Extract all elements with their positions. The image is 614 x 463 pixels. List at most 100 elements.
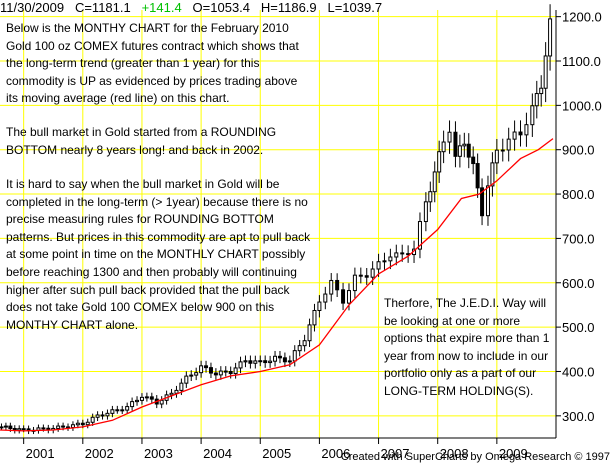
price-bar (70, 421, 75, 431)
x-tick-label: 2004 (203, 446, 232, 461)
price-bar (100, 411, 105, 420)
x-tick-label: 2002 (85, 446, 114, 461)
quote-header: 11/30/2009 C=1181.1 +141.4 O=1053.4 H=11… (0, 0, 382, 15)
x-tick-label: 2003 (144, 446, 173, 461)
price-bar (341, 282, 346, 311)
price-bar (208, 362, 213, 379)
price-bar (115, 405, 120, 414)
price-bar (485, 175, 490, 226)
price-bar (382, 252, 387, 270)
price-bar (530, 93, 535, 137)
price-bar (388, 248, 393, 270)
price-bar (453, 121, 458, 168)
price-bar (204, 360, 209, 373)
price-bar (174, 385, 179, 398)
price-bar (466, 133, 471, 169)
price-bar (194, 367, 199, 381)
price-bar (329, 273, 334, 302)
price-bar (364, 268, 369, 285)
price-bar (376, 253, 381, 277)
price-bar (26, 425, 31, 435)
price-bar (0, 423, 4, 431)
price-bar (292, 345, 297, 367)
price-bar (323, 286, 328, 310)
price-bar (51, 425, 56, 434)
price-bar (471, 146, 476, 175)
price-bar (189, 370, 194, 381)
x-tick-label: 2006 (321, 446, 350, 461)
annotation-rounding-bottom: The bull market in Gold started from a R… (6, 125, 277, 157)
price-bar (518, 120, 523, 147)
price-bar (213, 368, 218, 380)
price-bar (462, 132, 467, 158)
price-bar (297, 339, 302, 357)
quote-change: +141.4 (141, 0, 182, 15)
price-bar (90, 413, 95, 426)
price-bar (36, 424, 41, 434)
price-bar (457, 134, 462, 168)
price-bar (406, 245, 411, 263)
price-bar (17, 425, 22, 434)
annotation-monthly-chart: Below is the MONTHY CHART for the Februa… (6, 21, 299, 106)
price-bar (139, 393, 144, 405)
price-bar (447, 120, 452, 154)
y-tick-label: 800.0 (562, 187, 595, 202)
price-bar (149, 392, 154, 404)
price-bar (432, 161, 437, 203)
price-bar (46, 424, 51, 434)
price-bar (352, 267, 357, 299)
price-bar (253, 355, 258, 369)
price-bar (243, 355, 248, 368)
quote-open: O=1053.4 (192, 0, 251, 15)
y-tick-label: 1000.0 (562, 98, 602, 113)
y-tick-label: 600.0 (562, 276, 595, 291)
price-bar (437, 140, 442, 183)
price-bar (494, 138, 499, 175)
price-bar (539, 75, 544, 107)
x-tick-label: 2005 (262, 446, 291, 461)
price-bar (12, 425, 17, 434)
price-bar (268, 355, 273, 368)
price-bar (475, 153, 480, 198)
quote-close: C=1181.1 (74, 0, 131, 15)
price-bar (105, 409, 110, 420)
price-bar (282, 352, 287, 368)
price-bar (307, 318, 312, 347)
price-bar (95, 411, 100, 422)
price-bar (417, 212, 422, 259)
y-tick-label: 900.0 (562, 143, 595, 158)
price-bar (120, 405, 125, 415)
x-tick-label: 2001 (26, 446, 55, 461)
price-bar (441, 130, 446, 164)
moving-average-line (0, 138, 554, 432)
price-bar (524, 112, 529, 147)
price-bar (490, 152, 495, 197)
price-bar (548, 4, 553, 71)
price-bar (135, 396, 140, 406)
price-bar (130, 397, 135, 411)
price-bar (218, 366, 223, 380)
y-tick-label: 700.0 (562, 231, 595, 246)
price-bar (534, 80, 539, 119)
price-bar (169, 388, 174, 400)
price-bar (302, 334, 307, 352)
y-tick-label: 1200.0 (562, 10, 602, 25)
price-bar (110, 405, 115, 418)
quote-date: 11/30/2009 (0, 0, 65, 15)
x-tick-label: 2008 (440, 446, 469, 461)
price-bar (199, 360, 204, 378)
price-bar (500, 138, 505, 162)
price-bar (423, 192, 428, 232)
price-bar (428, 181, 433, 212)
price-bar (480, 178, 485, 226)
price-bar (159, 396, 164, 409)
price-bar (85, 418, 90, 429)
price-bar (144, 392, 149, 402)
price-bar (335, 273, 340, 297)
price-bar (358, 267, 363, 284)
price-bar (312, 303, 317, 332)
price-bar (277, 350, 282, 364)
y-tick-label: 400.0 (562, 364, 595, 379)
price-bar (238, 356, 243, 374)
